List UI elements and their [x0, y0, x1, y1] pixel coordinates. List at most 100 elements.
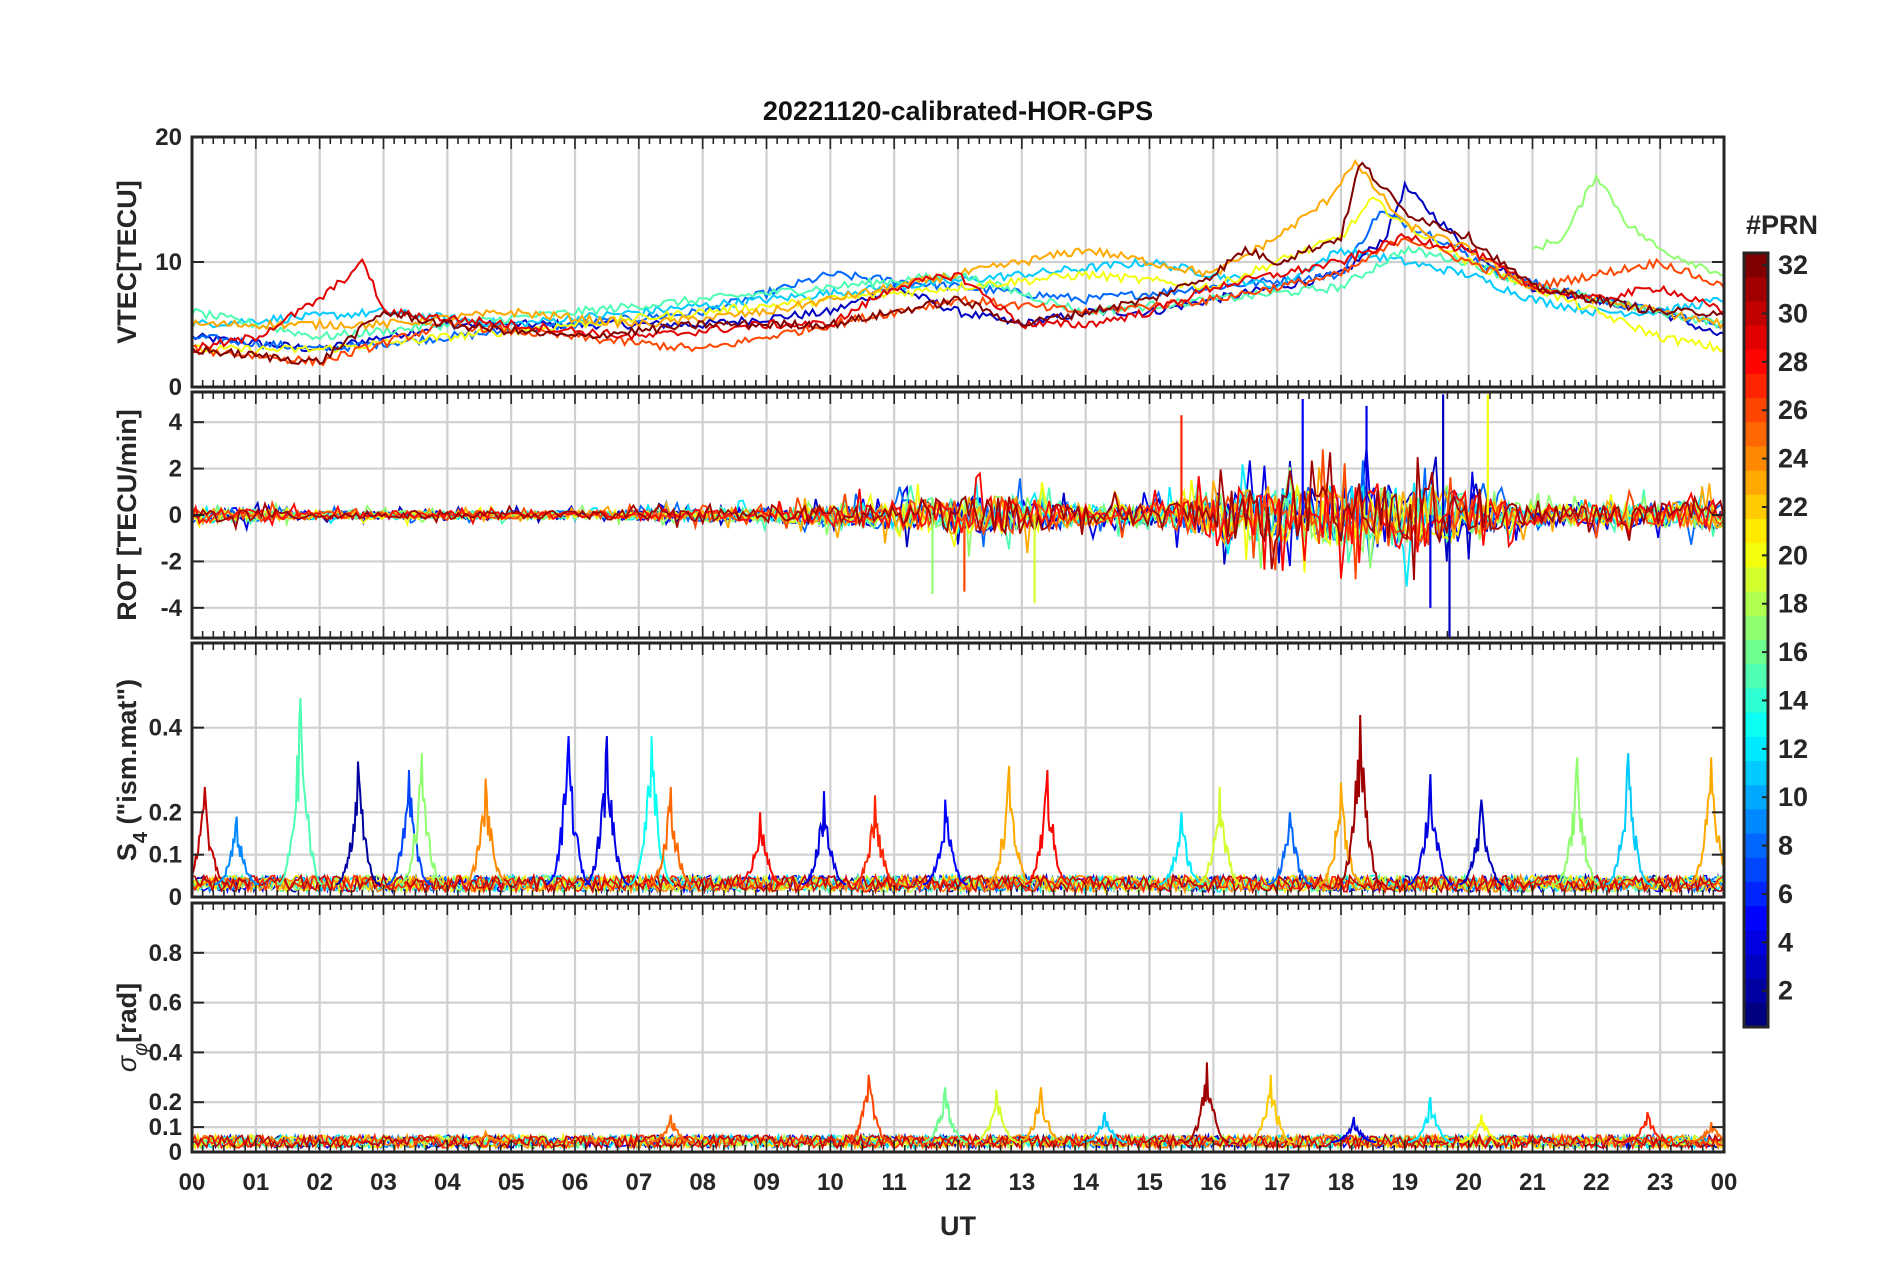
peak-burst-line: [278, 697, 323, 886]
x-tick-label: 10: [817, 1169, 844, 1196]
peak-burst-line: [1625, 1111, 1670, 1143]
x-tick-label: 00: [179, 1169, 206, 1196]
y-tick-label: 0.6: [149, 990, 182, 1017]
colorbar-frame: [1742, 251, 1770, 1029]
colorbar-segment: [1744, 809, 1768, 835]
peak-burst-line: [1459, 799, 1504, 886]
y-tick-label: 0.8: [149, 940, 182, 967]
vtec-series-line: [192, 232, 1724, 354]
colorbar-tick-label: 4: [1778, 927, 1793, 957]
colorbar-segment: [1744, 422, 1768, 448]
colorbar-segment: [1744, 277, 1768, 302]
peak-burst-line: [1331, 1116, 1377, 1143]
x-tick-label: 14: [1072, 1169, 1099, 1196]
y-tick-label: 0.2: [149, 799, 182, 826]
x-tick-label: 08: [689, 1169, 716, 1196]
x-tick-label: 15: [1136, 1169, 1163, 1196]
x-tick-label: 07: [625, 1169, 652, 1196]
peak-burst-line: [214, 816, 260, 886]
colorbar-tick-label: 12: [1778, 734, 1808, 764]
peak-burst-line: [1688, 1121, 1724, 1143]
colorbar-tick-label: 6: [1778, 879, 1793, 909]
y-tick-label: 20: [155, 124, 182, 151]
y-tick-label: 0.2: [149, 1089, 182, 1116]
colorbar-tick-label: 24: [1778, 444, 1808, 474]
peak-burst-line: [546, 736, 592, 886]
y-tick-label: 0.1: [149, 842, 182, 869]
panel-sigma-phi: 00.10.2 0.4 0.6 0.8 σφ[rad]: [112, 901, 1726, 1166]
rot-series-line: [192, 452, 1724, 581]
colorbar-tick-label: 22: [1778, 492, 1808, 522]
peak-burst-line: [648, 786, 694, 886]
peak-burst-line: [1159, 812, 1204, 886]
y-axis-label: ROT [TECU/min]: [112, 409, 142, 620]
x-tick-label: 11: [881, 1169, 906, 1196]
x-tick-label: 20: [1455, 1169, 1482, 1196]
y-tick-label: 0: [169, 502, 182, 529]
x-axis-label: UT: [940, 1211, 976, 1241]
vtec-series-line: [192, 161, 1724, 365]
y-tick-label: -4: [161, 595, 183, 622]
peak-burst-line: [1407, 774, 1453, 886]
peak-burst-line: [1082, 1111, 1128, 1143]
colorbar-tick-label: 8: [1778, 831, 1793, 861]
x-tick-label: 23: [1647, 1169, 1674, 1196]
y-axis-label: S4 ("ism.mat"): [112, 679, 152, 861]
y-tick-label: 0: [169, 374, 182, 401]
colorbar-segment: [1744, 325, 1768, 351]
peak-burst-line: [192, 786, 228, 886]
colorbar-segment: [1744, 664, 1768, 689]
peak-burst-line: [463, 778, 509, 886]
x-tick-label: 00: [1711, 1169, 1738, 1196]
peak-burst-line: [648, 1114, 694, 1143]
peak-burst-line: [1318, 782, 1364, 886]
peak-burst-line: [1605, 753, 1651, 886]
colorbar-tick-label: 32: [1778, 250, 1808, 280]
colorbar-tick-label: 26: [1778, 395, 1808, 425]
peak-burst-line: [737, 812, 783, 886]
y-tick-label: 2: [169, 456, 182, 483]
y-axis-label-rest: ("ism.mat"): [112, 679, 142, 832]
peak-burst-line: [1197, 786, 1243, 886]
peak-burst-line: [463, 1129, 508, 1143]
x-tick-labels: 00 01 02 03 04 05 06 07 08 09 10 11 12 13 14 15 16 17 18 19…: [179, 1169, 1738, 1196]
y-tick-label: 10: [155, 249, 182, 276]
y-axis-label-subscript: φ: [130, 1043, 152, 1056]
peak-burst-line: [386, 769, 432, 886]
peak-burst-line: [399, 753, 445, 886]
y-tick-label: 4: [169, 409, 183, 436]
colorbar-tick-label: 10: [1778, 782, 1808, 812]
y-tick-label: 0.4: [149, 1039, 183, 1066]
y-tick-label: 0: [169, 1139, 182, 1166]
y-axis-label: σφ[rad]: [112, 983, 152, 1072]
panel-s4: 00.10.20.4S4 ("ism.mat"): [112, 641, 1726, 911]
chart-title: 20221120-calibrated-HOR-GPS: [763, 96, 1153, 126]
x-tick-label: 18: [1328, 1169, 1355, 1196]
x-tick-label: 13: [1008, 1169, 1035, 1196]
x-tick-label: 02: [306, 1169, 333, 1196]
y-tick-label: -2: [161, 548, 182, 575]
colorbar-tick-label: 2: [1778, 976, 1793, 1006]
colorbar-label: #PRN: [1746, 210, 1818, 240]
colorbar-segment: [1744, 857, 1768, 883]
y-axis-label-main: S: [112, 843, 142, 861]
colorbar-segment: [1744, 954, 1768, 980]
colorbar-segment: [1744, 712, 1768, 738]
peak-burst-line: [1337, 714, 1383, 886]
peak-burst-line: [1267, 812, 1313, 886]
x-tick-label: 04: [434, 1169, 461, 1196]
x-tick-label: 12: [945, 1169, 972, 1196]
x-tick-label: 09: [753, 1169, 780, 1196]
y-axis-label-subscript: 4: [130, 831, 152, 843]
colorbar-segment: [1744, 519, 1768, 544]
colorbar-tick-label: 14: [1778, 685, 1808, 715]
y-axis-label: VTEC[TECU]: [112, 180, 142, 344]
panel-vtec: 0 10 20 VTEC[TECU]: [112, 124, 1726, 401]
colorbar-segment: [1744, 373, 1768, 399]
x-tick-label: 01: [242, 1169, 269, 1196]
peak-burst-line: [584, 736, 630, 886]
panel-data: [192, 394, 1724, 638]
